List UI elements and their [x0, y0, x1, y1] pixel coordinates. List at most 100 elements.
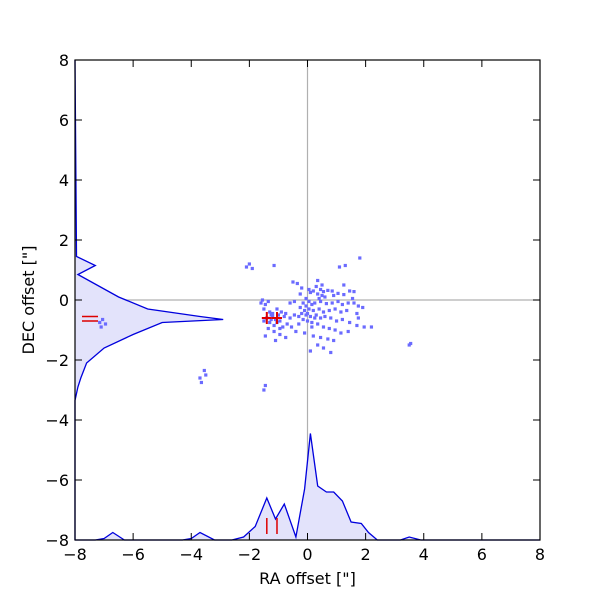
scatter-point	[318, 287, 323, 292]
scatter-point	[356, 316, 360, 320]
scatter-point	[346, 301, 350, 305]
scatter-point	[199, 380, 204, 385]
scatter-point	[316, 278, 320, 283]
scatter-point	[269, 317, 273, 322]
scatter-point	[262, 307, 266, 311]
scatter-point	[340, 302, 344, 307]
scatter-point	[339, 331, 343, 335]
scatter-point	[273, 317, 278, 322]
x-axis-label: RA offset ["]	[259, 569, 356, 588]
scatter-point	[298, 292, 302, 296]
scatter-point	[321, 310, 326, 314]
scatter-point	[308, 290, 313, 295]
scatter-point	[342, 293, 346, 297]
scatter-point	[324, 302, 328, 306]
scatter-point	[318, 335, 323, 340]
scatter-point	[336, 291, 340, 295]
scatter-point	[259, 301, 263, 305]
scatter-point	[320, 293, 324, 298]
scatter-point	[318, 316, 323, 320]
scatter-point	[98, 320, 102, 325]
x-tick-label: 0	[302, 545, 312, 564]
scatter-point	[272, 263, 276, 268]
scatter-point	[369, 325, 374, 329]
scatter-point	[276, 313, 281, 317]
scatter-point	[310, 325, 314, 329]
scatter-point	[101, 317, 105, 322]
scatter-point	[305, 311, 310, 316]
scatter-point	[326, 337, 330, 341]
scatter-point	[308, 314, 313, 319]
scatter-point	[333, 307, 337, 311]
scatter-point	[291, 280, 295, 284]
y-tick-label: 0	[59, 291, 69, 310]
scatter-point	[300, 311, 304, 316]
scatter-point	[316, 343, 320, 347]
y-tick-label: −6	[45, 471, 69, 490]
scatter-point	[263, 302, 267, 307]
scatter-point	[281, 325, 285, 329]
y-tick-label: −8	[45, 531, 69, 550]
scatter-point	[263, 334, 267, 338]
scatter-point	[301, 301, 305, 305]
scatter-point	[295, 281, 299, 286]
scatter-point	[292, 313, 297, 317]
scatter-point	[350, 296, 355, 301]
scatter-point	[278, 319, 282, 323]
scatter-point	[297, 322, 301, 326]
scatter-point	[321, 290, 326, 294]
scatter-point	[336, 299, 340, 304]
scatter-point	[326, 288, 330, 292]
scatter-point	[273, 338, 278, 343]
scatter-point	[307, 299, 311, 304]
scatter-point	[316, 292, 320, 296]
y-tick-label: 4	[59, 171, 69, 190]
scatter-point	[302, 331, 307, 335]
scatter-point	[311, 334, 315, 338]
y-tick-label: 2	[59, 231, 69, 250]
scatter-point	[204, 373, 208, 377]
scatter-point	[311, 308, 315, 313]
scatter-point	[289, 325, 294, 329]
scatter-point	[288, 301, 292, 305]
scatter-point	[345, 308, 349, 313]
scatter-point	[304, 296, 308, 301]
x-tick-label: 8	[535, 545, 545, 564]
scatter-point	[310, 320, 314, 325]
scatter-point	[268, 320, 272, 325]
x-tick-label: 4	[419, 545, 429, 564]
scatter-point	[263, 383, 267, 388]
dec-histogram-line	[74, 59, 224, 540]
scatter-point	[330, 301, 334, 305]
scatter-point	[358, 256, 362, 260]
scatter-point	[346, 329, 350, 334]
scatter-point	[103, 322, 108, 326]
scatter-point	[308, 349, 313, 353]
scatter-point	[282, 314, 286, 319]
scatter-point	[298, 305, 302, 310]
x-tick-label: −6	[121, 545, 145, 564]
scatter-point	[307, 307, 311, 311]
scatter-point	[355, 323, 359, 328]
scatter-point	[314, 313, 318, 317]
x-tick-label: 6	[477, 545, 487, 564]
x-tick-label: −8	[63, 545, 87, 564]
x-tick-label: −2	[238, 545, 262, 564]
scatter-point	[292, 299, 297, 304]
scatter-point	[266, 326, 270, 331]
y-tick-label: 6	[59, 111, 69, 130]
scatter-point	[272, 329, 276, 334]
scatter-point	[198, 376, 202, 380]
scatter-point	[339, 310, 343, 314]
scatter-point	[313, 316, 317, 320]
scatter-point	[327, 326, 331, 331]
scatter-point	[260, 298, 265, 302]
scatter-point	[262, 388, 266, 392]
scatter-point	[278, 326, 282, 331]
scatter-point	[311, 289, 315, 293]
axes: −8 −6 −4 −2 0 2 4 6 8 −8 −6 −4 −2 0 2 4 6 8	[45, 51, 545, 564]
scatter-point	[340, 317, 344, 322]
scatter-point	[342, 283, 346, 287]
scatter-point	[244, 265, 249, 269]
